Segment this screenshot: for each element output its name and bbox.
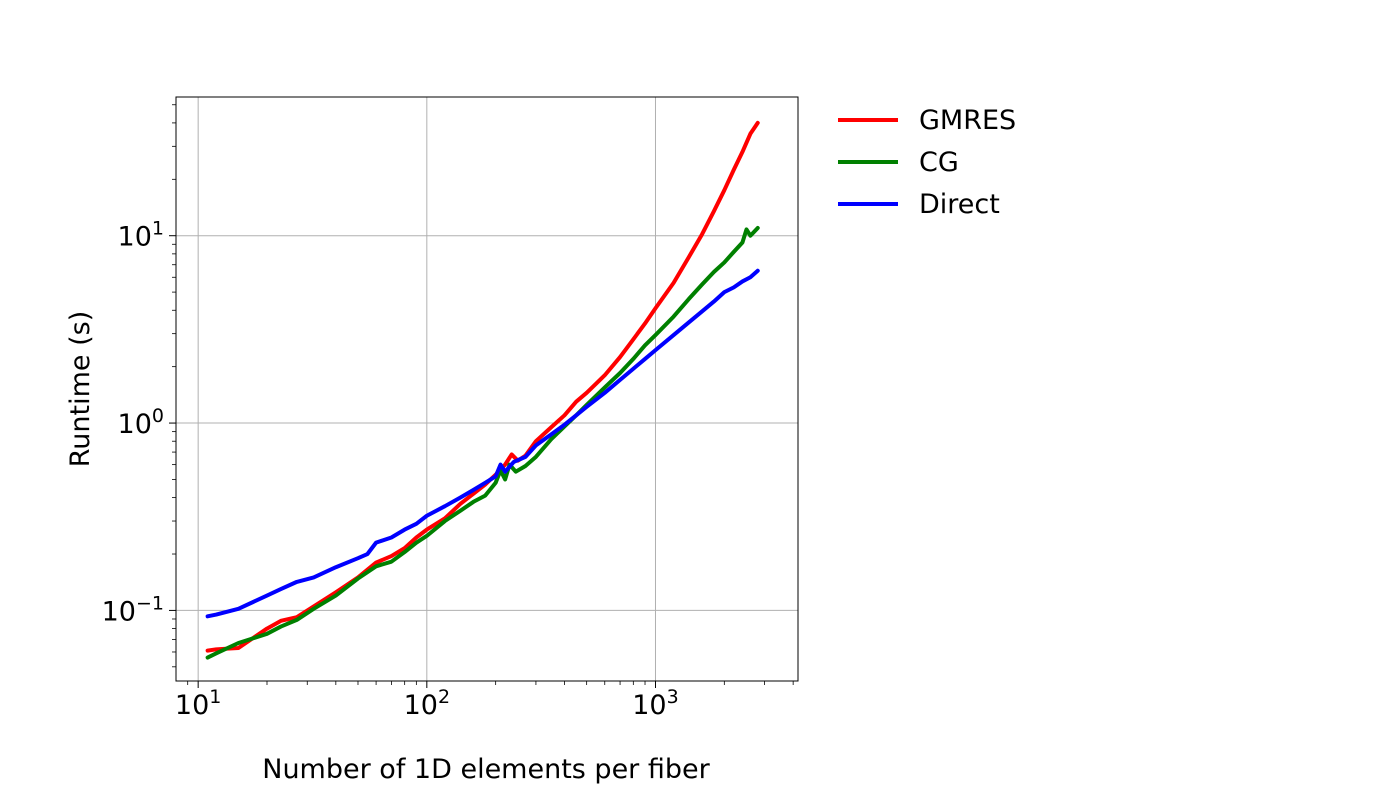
plot-frame [175,96,799,682]
legend-label-gmres: GMRES [919,105,1016,136]
grid-layer [176,97,798,681]
series-line-cg [205,225,760,660]
y-tick-label: 10−1 [102,592,164,627]
x-tick-label: 102 [404,686,450,721]
x-tick-label: 101 [175,686,221,721]
series-line-gmres [205,120,760,653]
legend-label-direct: Direct [919,189,1000,220]
tick-layer [169,104,794,688]
x-tick-label: 103 [632,686,678,721]
y-axis-label: Runtime (s) [65,311,96,468]
legend-label-cg: CG [919,147,959,178]
series-layer [205,120,760,660]
series-line-direct [205,268,760,619]
y-tick-label: 101 [118,218,164,253]
y-tick-label: 100 [118,405,164,440]
x-axis-label: Number of 1D elements per fiber [262,754,710,785]
tick-label-layer: 101 102 103 10−1 100 101 [102,218,679,721]
legend: GMRES CG Direct [838,105,1016,220]
